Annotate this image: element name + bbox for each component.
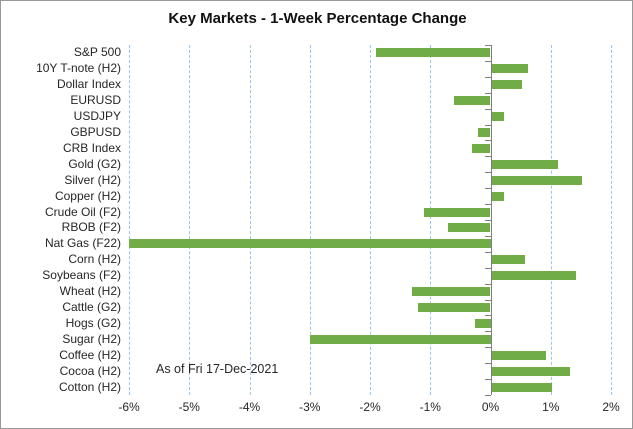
category-label: Hogs (G2) (65, 315, 121, 330)
axis-tick (484, 235, 491, 237)
category-label: Nat Gas (F22) (44, 236, 121, 251)
category-label: Dollar Index (56, 77, 121, 92)
axis-tick (484, 45, 491, 46)
bar-usdjpy (491, 112, 504, 122)
bar-cattle-g2 (418, 303, 491, 312)
axis-tick (484, 76, 491, 78)
category-label: Sugar (H2) (62, 331, 121, 346)
category-label: GBPUSD (70, 125, 121, 139)
gridline (309, 45, 311, 395)
gridline (129, 45, 130, 395)
category-label: CRB Index (62, 140, 121, 155)
axis-tick (484, 172, 491, 174)
axis-tick (484, 395, 491, 396)
as-of-annotation: As of Fri 17-Dec-2021 (156, 362, 279, 376)
bar-cotton-h2 (491, 382, 552, 392)
x-tick-label: 1% (542, 400, 560, 414)
bar-s-p-500 (376, 48, 491, 58)
category-label: EURUSD (70, 93, 121, 108)
category-label: Soybeans (F2) (42, 268, 121, 283)
x-tick-label: -4% (238, 400, 261, 414)
category-label: Wheat (H2) (59, 284, 121, 299)
category-label: Coffee (H2) (59, 347, 121, 362)
axis-tick (484, 92, 491, 94)
bar-sugar-h2 (309, 334, 491, 344)
gridline (550, 45, 552, 395)
bar-corn-h2 (491, 255, 525, 265)
axis-tick (484, 108, 491, 110)
bar-rbob-f2 (448, 223, 491, 233)
x-tick-label: -1% (419, 400, 441, 414)
bar-gbpusd (478, 128, 491, 137)
zero-axis-line (490, 45, 492, 395)
category-label: Cattle (G2) (62, 300, 121, 314)
bar-gold-g2 (491, 159, 558, 169)
category-label: Silver (H2) (64, 172, 121, 187)
category-label: S&P 500 (73, 45, 121, 60)
category-label: RBOB (F2) (61, 220, 121, 235)
category-label: USDJPY (73, 109, 121, 124)
axis-tick (484, 188, 491, 190)
gridline (611, 45, 612, 395)
category-label: Gold (G2) (68, 156, 121, 171)
value-axis-labels: -6% -5% -4% -3% -2% -1% 0% 1% 2% (118, 400, 619, 416)
category-axis-labels: S&P 500 10Y T-note (H2) Dollar Index EURUSD… (1, 45, 121, 395)
axis-tick (484, 347, 491, 349)
bar-coffee-h2 (491, 350, 546, 360)
gridline (189, 45, 191, 395)
bar-soybeans-f2 (491, 271, 576, 281)
axis-tick (484, 267, 491, 269)
bar-crb-index (472, 143, 491, 153)
category-label: Corn (H2) (68, 252, 121, 267)
axis-tick (484, 283, 491, 285)
axis-tick (484, 204, 491, 206)
axis-tick (484, 331, 491, 333)
bar-copper-h2 (491, 191, 504, 201)
axis-tick (484, 156, 491, 158)
bar-eurusd (454, 96, 491, 106)
axis-tick (484, 60, 491, 62)
axis-tick (484, 140, 491, 142)
axis-tick (484, 315, 491, 317)
bar-crude-oil-f2 (424, 207, 491, 217)
gridline (249, 45, 251, 395)
x-tick-label: -3% (299, 400, 321, 414)
category-label: Cocoa (H2) (59, 363, 121, 378)
plot-area (129, 45, 612, 396)
axis-tick (484, 299, 491, 301)
x-tick-label: -6% (118, 400, 140, 414)
axis-tick (484, 363, 491, 365)
bar-hogs-g2 (475, 318, 491, 328)
axis-tick (484, 251, 491, 253)
x-tick-label: 0% (481, 400, 500, 414)
category-label: Cotton (H2) (58, 379, 121, 394)
chart-title: Key Markets - 1-Week Percentage Change (168, 10, 467, 27)
x-tick-label: -5% (178, 400, 200, 414)
gridline (370, 45, 371, 395)
axis-tick (484, 220, 491, 221)
axis-tick (484, 124, 491, 126)
category-label: 10Y T-note (H2) (36, 61, 121, 76)
category-label: Copper (H2) (54, 188, 121, 203)
bar-wheat-h2 (412, 287, 491, 297)
gridline (430, 45, 432, 395)
bar-cocoa-h2 (491, 366, 570, 376)
x-tick-label: -2% (359, 400, 381, 414)
x-tick-label: 2% (602, 400, 620, 414)
category-label: Crude Oil (F2) (44, 204, 121, 219)
bar-dollar-index (491, 80, 522, 90)
bar-10y-t-note-h2 (491, 64, 528, 74)
axis-tick (484, 379, 491, 381)
bar-nat-gas-f22 (129, 239, 491, 249)
bar-silver-h2 (491, 175, 582, 185)
